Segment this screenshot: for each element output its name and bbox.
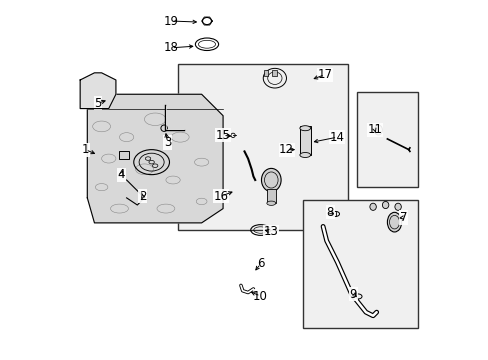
Ellipse shape: [394, 203, 401, 210]
Text: 11: 11: [366, 123, 382, 136]
Bar: [91, 87, 102, 98]
Bar: [178, 64, 347, 230]
Ellipse shape: [261, 168, 281, 192]
Ellipse shape: [369, 203, 376, 210]
Text: 3: 3: [163, 136, 171, 149]
Ellipse shape: [299, 153, 310, 157]
Text: 7: 7: [399, 211, 407, 224]
Bar: [119, 151, 129, 158]
Text: 15: 15: [215, 129, 230, 142]
Bar: [264, 70, 268, 76]
Text: 13: 13: [264, 225, 278, 238]
Text: 10: 10: [253, 289, 267, 303]
Bar: [272, 70, 276, 76]
Text: 14: 14: [329, 131, 344, 144]
Bar: [266, 189, 275, 203]
Text: 2: 2: [139, 190, 146, 203]
Ellipse shape: [374, 125, 382, 135]
Ellipse shape: [386, 212, 401, 232]
Bar: [303, 200, 417, 328]
Bar: [299, 126, 310, 155]
Polygon shape: [87, 94, 223, 223]
Text: 19: 19: [163, 14, 179, 27]
Text: 17: 17: [317, 68, 332, 81]
Text: 8: 8: [326, 206, 333, 219]
Text: 6: 6: [256, 257, 264, 270]
Polygon shape: [80, 73, 116, 109]
Text: 12: 12: [279, 143, 294, 156]
Bar: [356, 93, 417, 187]
Text: 1: 1: [81, 143, 89, 156]
Text: 18: 18: [163, 41, 178, 54]
Ellipse shape: [382, 202, 388, 208]
Text: 5: 5: [94, 97, 102, 110]
Text: 16: 16: [213, 190, 228, 203]
Text: 4: 4: [117, 168, 125, 181]
Ellipse shape: [299, 126, 310, 131]
Ellipse shape: [266, 201, 275, 205]
Text: 9: 9: [349, 288, 356, 301]
